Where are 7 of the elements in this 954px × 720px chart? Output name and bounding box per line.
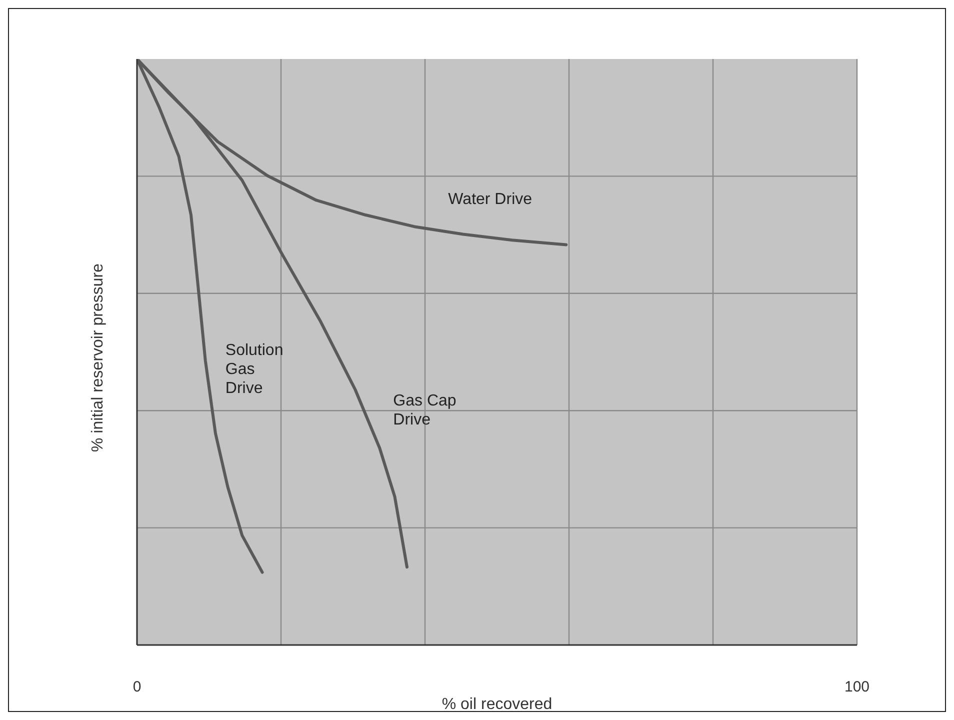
series-label: Water Drive [448,191,532,208]
x-axis-title: % oil recovered [442,696,552,713]
series-label: Gas Cap Drive [393,392,456,429]
x-tick-label: 100 [844,678,870,696]
x-tick-label: 0 [132,678,142,696]
y-axis-title: % initial reservoir pressure [90,263,107,452]
series-label: Solution Gas Drive [225,342,284,397]
